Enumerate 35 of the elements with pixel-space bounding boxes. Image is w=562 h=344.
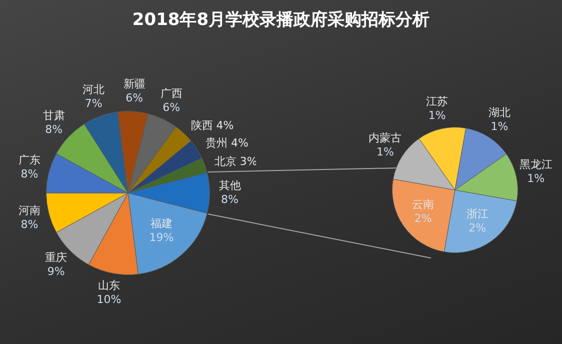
slice-label: 其他 <box>218 178 241 192</box>
data-label: 2% <box>414 212 432 226</box>
slice-label: 陕西 4% <box>190 118 234 132</box>
data-label: 1% <box>490 120 508 134</box>
data-label: 8% <box>221 192 238 206</box>
slice-label: 广西 <box>160 86 182 100</box>
data-label: 1% <box>527 172 545 185</box>
slice-label: 江苏 <box>426 95 448 108</box>
data-label: 10% <box>96 292 122 306</box>
data-label: 8% <box>45 123 63 136</box>
slice-label: 贵州 4% <box>205 136 248 150</box>
data-label: 1% <box>376 145 394 158</box>
data-label: 8% <box>20 218 38 232</box>
slice-label: 黑龙江 <box>519 158 552 171</box>
chart-title: 2018年8月学校录播政府采购招标分析 <box>131 9 431 31</box>
data-label: 7% <box>84 97 102 110</box>
slice-label: 湖北 <box>488 106 510 120</box>
slice-label: 内蒙古 <box>368 131 402 144</box>
slice-label: 河北 <box>82 83 105 96</box>
slice-label: 浙江 <box>466 208 488 221</box>
data-label: 6% <box>162 100 180 114</box>
data-label: 9% <box>47 264 65 278</box>
slice-label: 河南 <box>18 204 40 218</box>
slice-label: 新疆 <box>123 77 146 90</box>
slice-label: 云南 <box>412 198 434 212</box>
slice-label: 山东 <box>98 278 120 292</box>
data-label: 8% <box>20 168 38 181</box>
slice-label: 福建 <box>150 216 173 230</box>
data-label: 6% <box>126 91 144 104</box>
slice-label: 广东 <box>18 154 40 167</box>
data-label: 1% <box>428 109 446 122</box>
slice-label: 重庆 <box>45 250 68 264</box>
data-label: 19% <box>149 230 174 244</box>
data-label: 2% <box>468 222 486 235</box>
slice-label: 甘肃 <box>42 109 65 122</box>
